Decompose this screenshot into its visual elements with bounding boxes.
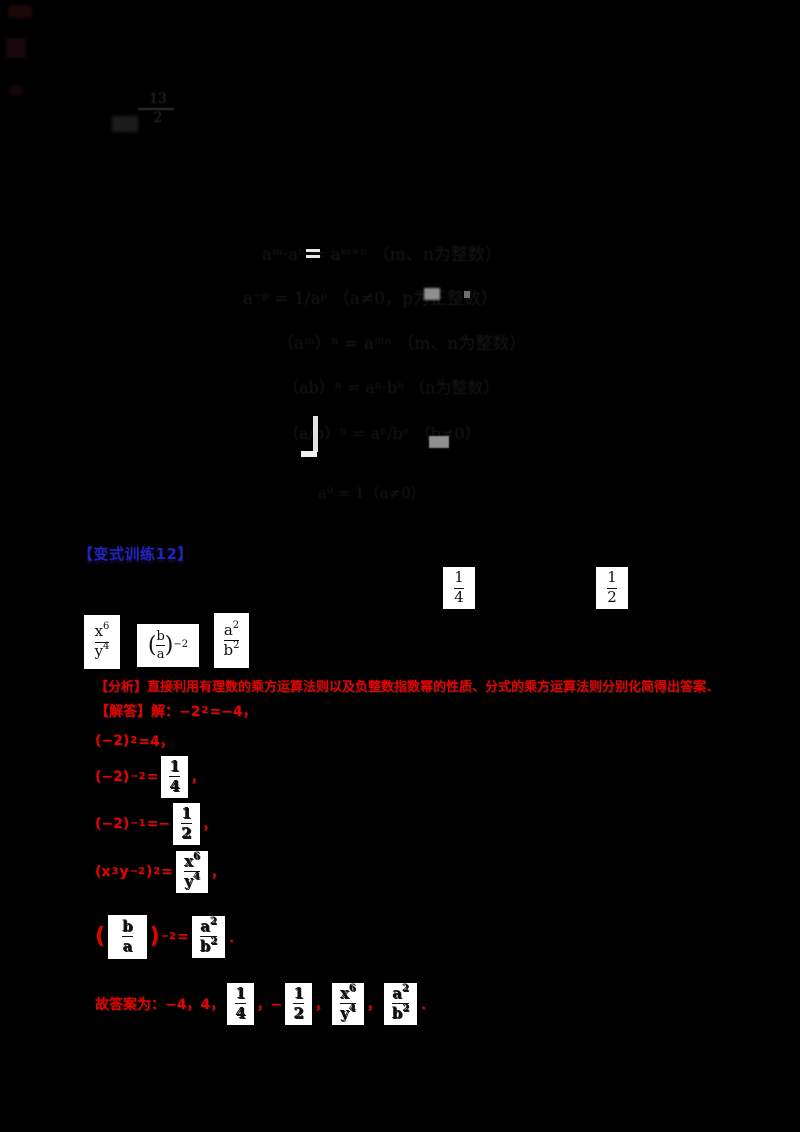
scan-artifact <box>9 86 23 96</box>
open-paren: ( <box>147 633 157 658</box>
statement-box-a2-over-b2: a2 b2 <box>214 613 249 668</box>
fraction-bar <box>138 107 174 110</box>
faint-numerator: 13 <box>149 91 167 107</box>
fraction-bar <box>94 641 110 643</box>
numerator: b <box>156 628 165 644</box>
scan-artifact <box>6 38 26 58</box>
bright-speck <box>306 249 320 252</box>
fraction-bar <box>391 1003 410 1005</box>
answer-box-a2-over-b2: a2 b2 <box>383 983 418 1025</box>
faint-equation-line: （aᵐ）ⁿ = aᵐⁿ （m、n为整数） <box>277 334 527 354</box>
statement-box-x6-over-y4: x6 y4 <box>84 615 120 669</box>
exponent: 2 <box>232 619 240 631</box>
bright-speck <box>464 291 470 298</box>
fraction-bar <box>184 871 200 873</box>
bright-speck <box>306 255 320 258</box>
numerator: 1 <box>607 568 617 587</box>
faint-equation-line: a⁻ᵖ = 1/aᵖ （a≠0，p为正整数） <box>243 289 498 309</box>
solution-line-2: (−2) 2 =4， <box>95 733 174 750</box>
fraction-bar <box>122 936 133 938</box>
close-paren: ) <box>164 633 174 658</box>
numerator: x6 <box>94 621 110 641</box>
fraction-bar <box>156 645 165 646</box>
fraction-bar <box>199 936 218 938</box>
fraction-bar <box>454 587 464 589</box>
fraction-bar <box>223 640 240 641</box>
faint-equation-line: a⁰ = 1（a≠0） <box>318 484 426 502</box>
bright-speck <box>424 288 440 300</box>
answer-box-a2-over-b2: a2 b2 <box>191 916 226 958</box>
answer-box-x6-over-y4: x6 y4 <box>176 851 208 893</box>
solution-line-1: 【解答】解：−2 2 =−4， <box>95 704 257 720</box>
faint-equation-line: aᵐ·aⁿ = aᵐ⁺ⁿ （m、n为整数） <box>262 245 502 265</box>
analysis-line: 【分析】直接利用有理数的乘方运算法则以及负整数指数幂的性质、分式的乘方运算法则分… <box>95 680 720 695</box>
denominator: b2 <box>223 639 240 659</box>
close-paren: ) <box>149 924 160 950</box>
fraction-bar <box>293 1003 304 1005</box>
bright-speck <box>313 416 318 452</box>
faint-smudge <box>112 116 138 132</box>
fraction-bar <box>181 823 192 825</box>
bright-speck <box>301 451 317 457</box>
fraction-bar <box>169 776 180 778</box>
faint-denominator: 2 <box>153 110 163 126</box>
exponent: 6 <box>103 621 110 633</box>
denominator: 4 <box>454 588 464 606</box>
bright-speck <box>429 436 449 448</box>
exponent: 2 <box>233 639 240 651</box>
fraction-bar <box>607 587 617 589</box>
answer-box-x6-over-y4: x6 y4 <box>331 983 364 1025</box>
scan-artifact <box>8 5 32 18</box>
denominator: a <box>156 646 165 662</box>
numerator: 1 <box>454 568 464 587</box>
section-heading: 【变式训练12】 <box>78 545 193 563</box>
fraction-bar <box>235 1003 246 1005</box>
open-paren: ( <box>95 924 106 950</box>
faint-equation-line: （ab）ⁿ = aⁿ·bⁿ （n为整数） <box>283 378 500 397</box>
exponent: 4 <box>103 641 110 652</box>
fraction-bar <box>339 1003 356 1005</box>
numerator: a2 <box>223 619 240 639</box>
denominator: y4 <box>94 641 110 660</box>
solution-line-5: (x 3 y −2) 2 = x6 y4 ， <box>95 851 225 893</box>
faint-top-fraction: 13 2 <box>138 92 178 125</box>
denominator: 2 <box>607 588 617 606</box>
